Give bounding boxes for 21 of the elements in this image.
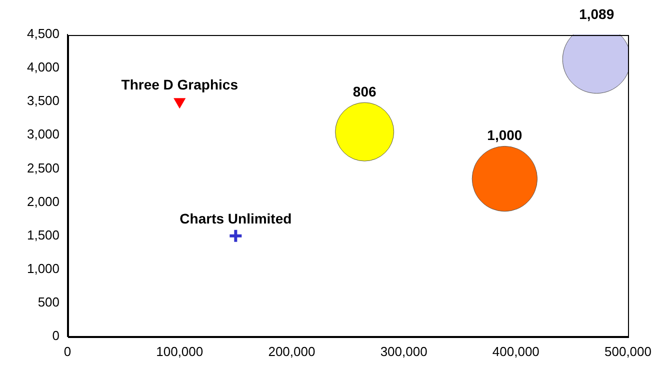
- x-tick-label: 100,000: [156, 344, 204, 359]
- data-label: 1,000: [487, 127, 522, 144]
- y-tick-label: 1,500: [26, 227, 60, 242]
- data-label: 1,089: [579, 6, 614, 22]
- y-tick-label: 2,000: [26, 194, 60, 209]
- data-label: 806: [352, 83, 376, 100]
- y-tick-label: 3,000: [26, 126, 60, 142]
- x-tick-label: 0: [64, 344, 72, 359]
- x-tick-label: 400,000: [492, 344, 540, 359]
- x-tick-label: 300,000: [380, 344, 428, 359]
- annotation: Three D Graphics: [121, 76, 238, 92]
- x-tick-label: 500,000: [604, 344, 652, 359]
- y-tick-label: 4,500: [26, 26, 60, 42]
- y-tick-label: 1,000: [26, 260, 60, 276]
- y-tick-label: 0: [52, 328, 60, 344]
- y-tick-label: 500: [38, 294, 60, 310]
- y-tick-label: 4,000: [26, 60, 60, 75]
- y-tick-label: 2,500: [26, 160, 60, 176]
- y-tick-label: 3,500: [26, 93, 60, 108]
- x-tick-label: 200,000: [268, 344, 316, 359]
- annotation: Charts Unlimited: [180, 210, 292, 227]
